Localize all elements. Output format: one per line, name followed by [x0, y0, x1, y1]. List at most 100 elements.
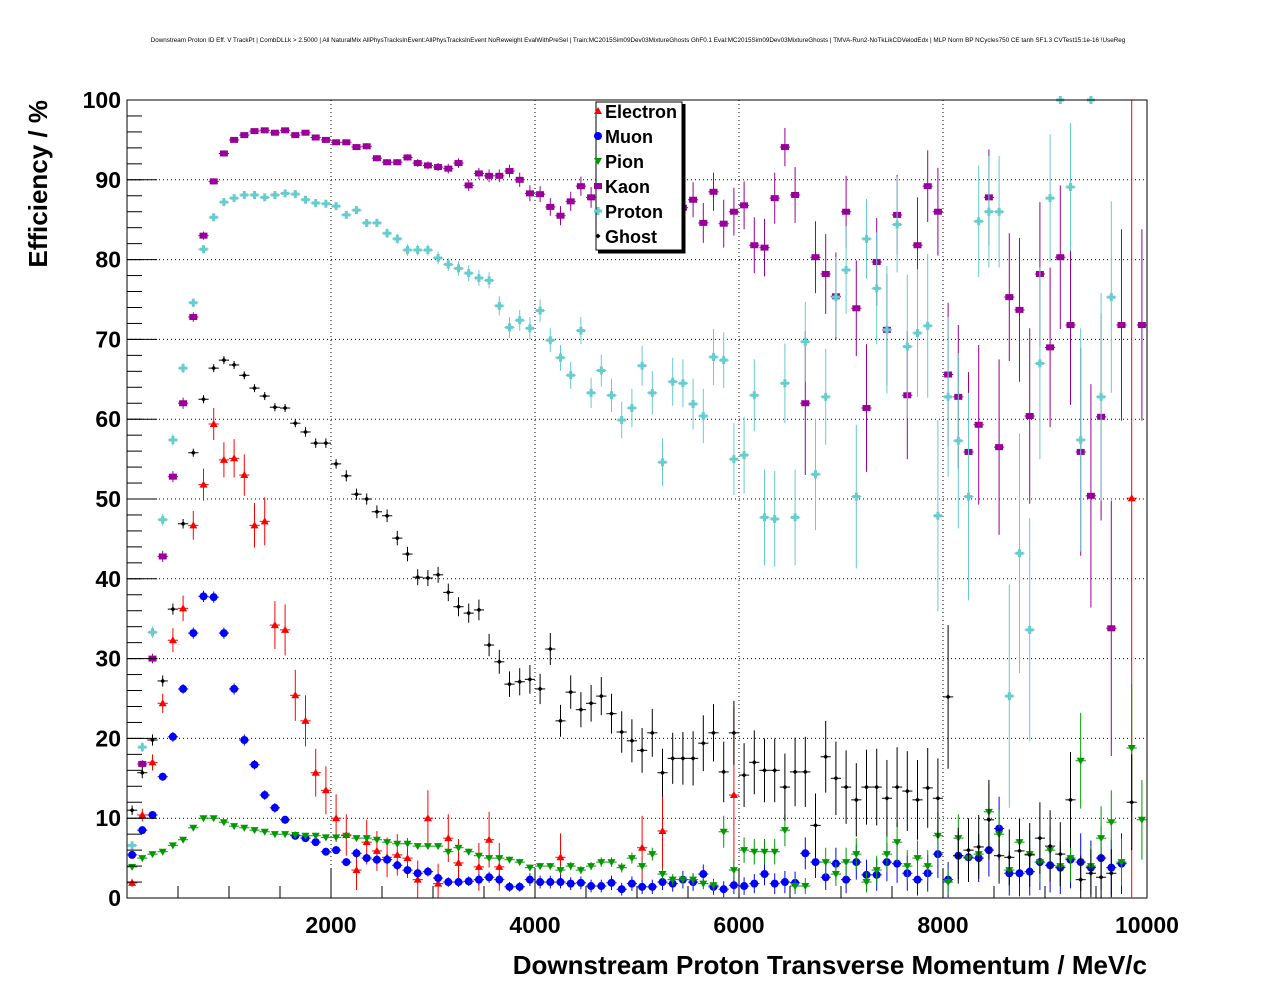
- data-point: [660, 770, 665, 776]
- data-point: [383, 229, 392, 238]
- data-point: [760, 513, 769, 522]
- data-point: [383, 159, 392, 166]
- data-point: [456, 604, 461, 610]
- y-tick-label: 60: [95, 406, 121, 432]
- data-point: [423, 867, 432, 876]
- data-point: [699, 412, 708, 421]
- data-point: [843, 784, 849, 790]
- data-point: [597, 366, 606, 375]
- data-point: [393, 840, 402, 848]
- data-point: [372, 155, 381, 162]
- data-point: [1017, 848, 1022, 854]
- data-point: [1066, 855, 1075, 863]
- data-point: [189, 314, 198, 321]
- data-point: [260, 193, 269, 202]
- data-point: [525, 190, 534, 197]
- x-axis-label: Downstream Proton Transverse Momentum / …: [513, 950, 1147, 980]
- data-point: [750, 879, 759, 888]
- data-point: [587, 388, 596, 397]
- data-point: [403, 246, 412, 255]
- data-point: [1046, 344, 1055, 351]
- data-point: [362, 835, 371, 843]
- data-point: [893, 859, 902, 868]
- data-point: [423, 162, 432, 169]
- data-point: [270, 621, 279, 629]
- data-point: [474, 273, 483, 282]
- data-point: [668, 876, 677, 884]
- data-point: [617, 415, 626, 424]
- data-point: [250, 190, 259, 199]
- data-point: [190, 450, 196, 456]
- data-point: [138, 855, 147, 863]
- data-point: [729, 455, 738, 464]
- data-point: [129, 807, 135, 813]
- data-point: [272, 404, 278, 410]
- data-point: [954, 436, 963, 445]
- data-point: [617, 885, 626, 894]
- data-point: [1127, 494, 1136, 502]
- data-point: [211, 365, 217, 371]
- data-point: [546, 203, 555, 210]
- data-point: [556, 212, 565, 219]
- data-point: [464, 877, 473, 886]
- data-point: [913, 855, 922, 863]
- data-point: [925, 785, 931, 791]
- data-point: [507, 681, 512, 687]
- data-point: [393, 850, 402, 858]
- data-point: [138, 826, 147, 835]
- data-point: [729, 791, 738, 799]
- data-point: [935, 795, 941, 801]
- data-point: [1127, 744, 1136, 752]
- data-point: [1117, 859, 1126, 867]
- legend-box: [595, 101, 683, 251]
- data-point: [1035, 359, 1044, 368]
- data-point: [955, 853, 961, 859]
- data-point: [209, 178, 218, 185]
- data-point: [750, 391, 759, 400]
- data-point: [607, 391, 616, 400]
- data-point: [313, 440, 319, 446]
- data-point: [281, 831, 290, 839]
- data-point: [170, 606, 176, 612]
- data-point: [505, 323, 514, 332]
- data-point: [444, 834, 453, 842]
- data-point: [444, 165, 453, 172]
- y-tick-label: 100: [83, 87, 121, 113]
- data-point: [168, 732, 177, 741]
- data-point: [821, 270, 830, 277]
- data-point: [221, 357, 227, 363]
- data-point: [485, 855, 494, 863]
- data-point: [362, 854, 371, 863]
- data-point: [862, 234, 871, 243]
- data-point: [903, 863, 912, 871]
- data-point: [454, 264, 463, 273]
- data-point: [405, 551, 410, 557]
- data-point: [760, 848, 769, 856]
- data-point: [209, 213, 218, 222]
- data-point: [699, 219, 708, 226]
- data-point: [576, 867, 585, 875]
- data-point: [536, 191, 545, 198]
- data-point: [913, 242, 922, 249]
- data-point: [139, 770, 145, 776]
- data-point: [434, 254, 443, 263]
- data-point: [281, 189, 290, 198]
- data-point: [1107, 819, 1116, 827]
- data-point: [629, 738, 635, 744]
- data-point: [179, 684, 188, 693]
- data-point: [179, 836, 188, 844]
- data-point: [751, 759, 757, 765]
- data-point: [413, 875, 422, 883]
- data-point: [434, 843, 443, 851]
- data-point: [995, 444, 1004, 451]
- data-point: [199, 480, 208, 488]
- data-point: [1137, 816, 1146, 824]
- data-point: [291, 132, 300, 139]
- data-point: [558, 718, 563, 724]
- data-point: [454, 844, 463, 852]
- chart-title: Downstream Proton ID Eff. V TrackPt | Co…: [151, 37, 1126, 44]
- data-point: [750, 242, 759, 249]
- data-point: [474, 852, 483, 860]
- data-point: [403, 840, 412, 848]
- data-point: [639, 747, 645, 753]
